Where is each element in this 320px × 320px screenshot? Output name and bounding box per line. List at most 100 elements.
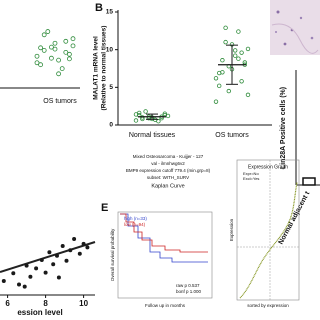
expression-curve xyxy=(239,181,298,299)
data-point xyxy=(220,70,225,75)
panel-label: B xyxy=(95,2,103,14)
data-point xyxy=(60,244,65,248)
category-label: OS tumors xyxy=(43,98,77,105)
plot-title: Expression Graph xyxy=(248,164,288,170)
data-point xyxy=(140,115,145,120)
data-point xyxy=(223,25,228,31)
legend-entry: Expr=No xyxy=(243,171,259,176)
legend-entry: Excl=Yes xyxy=(243,176,259,181)
x-tick-label: 8 xyxy=(43,299,48,308)
data-point xyxy=(236,29,241,34)
data-point xyxy=(52,46,58,52)
data-point xyxy=(59,66,65,71)
data-point xyxy=(55,253,59,258)
data-point xyxy=(133,118,139,123)
data-point xyxy=(51,262,56,267)
data-point xyxy=(22,284,27,289)
data-point xyxy=(239,79,244,84)
data-point xyxy=(136,110,142,116)
plot-title: Kaplan Curve xyxy=(151,183,184,189)
data-point xyxy=(63,49,69,55)
data-point xyxy=(56,57,61,63)
y-axis-label: Expression xyxy=(229,218,234,241)
plot-title: val - ilmnhwg6v2 xyxy=(151,161,185,166)
data-point xyxy=(64,258,69,263)
data-point xyxy=(85,245,90,250)
data-point xyxy=(162,111,167,116)
y-tick-label: 15 xyxy=(106,9,114,16)
km-curve-high xyxy=(120,213,208,263)
data-point xyxy=(232,53,238,58)
x-tick-label: 6 xyxy=(5,299,10,308)
plot-title: subset: WITH_SURV xyxy=(147,175,189,180)
data-point xyxy=(67,51,72,57)
data-point xyxy=(45,29,51,34)
data-point xyxy=(43,270,48,275)
data-point xyxy=(49,55,54,61)
data-point xyxy=(81,241,86,246)
histology-image xyxy=(270,0,320,55)
x-axis-label: sorted by expression xyxy=(247,303,289,308)
data-point xyxy=(232,48,238,53)
data-point xyxy=(70,43,76,49)
data-point xyxy=(226,88,231,94)
data-point xyxy=(1,279,6,283)
plot-frame xyxy=(236,159,300,301)
panel-label: E xyxy=(101,202,108,214)
data-point xyxy=(236,56,241,61)
plot-frame xyxy=(117,211,213,299)
x-axis-label: ession level xyxy=(17,308,62,317)
plot-title: BMP9 expression cutoff 779.4 (min.grp=8) xyxy=(126,168,211,173)
data-point xyxy=(68,248,73,253)
km-curve-low xyxy=(120,213,208,253)
data-point xyxy=(213,76,219,81)
x-tick-label: 10 xyxy=(79,299,88,308)
data-point xyxy=(143,109,148,114)
y-tick-label: 10 xyxy=(106,46,114,53)
data-point xyxy=(38,62,43,68)
data-point xyxy=(47,250,52,255)
y-tick-label: 5 xyxy=(109,84,113,91)
data-point xyxy=(220,58,225,63)
y-axis-label: Lin28A Positive cells (%) xyxy=(280,87,287,169)
data-point xyxy=(11,271,16,276)
data-point xyxy=(34,60,40,66)
data-point xyxy=(239,50,244,55)
data-point xyxy=(49,44,54,50)
regression-line xyxy=(0,241,96,273)
stat-text: bonf p 1.000 xyxy=(176,289,202,294)
data-point xyxy=(67,56,72,62)
plot-title: Mixed Osteosarcoma - Kuijjer - 127 xyxy=(133,154,204,159)
data-point xyxy=(63,38,69,44)
y-axis-label: Overall survival probability xyxy=(110,228,115,281)
data-point xyxy=(38,45,43,51)
y-tick-label: 0 xyxy=(109,122,113,129)
category-label: OS tumors xyxy=(215,132,249,139)
legend-entry: low (n=94) xyxy=(124,222,146,227)
category-label: Normal tissues xyxy=(129,132,176,139)
data-point xyxy=(39,258,44,262)
data-point xyxy=(24,263,29,268)
data-point xyxy=(41,32,47,38)
data-point xyxy=(156,119,161,124)
stat-text: raw p 0.537 xyxy=(176,283,200,288)
data-point xyxy=(56,71,61,77)
data-point xyxy=(41,48,47,53)
y-axis-label: (Relative to normal tissues) xyxy=(101,26,108,111)
data-point xyxy=(216,83,222,89)
data-point xyxy=(223,39,228,45)
bar xyxy=(302,177,316,186)
data-point xyxy=(56,275,61,280)
data-point xyxy=(245,46,251,52)
data-point xyxy=(52,40,58,46)
data-point xyxy=(242,60,247,65)
y-axis-label: MALAT1 mRNA level xyxy=(93,36,100,100)
data-point xyxy=(34,53,40,59)
data-point xyxy=(34,266,39,271)
data-point xyxy=(70,36,76,42)
data-point xyxy=(213,99,219,104)
data-point xyxy=(17,282,21,287)
data-point xyxy=(245,92,251,98)
data-point xyxy=(28,274,33,279)
